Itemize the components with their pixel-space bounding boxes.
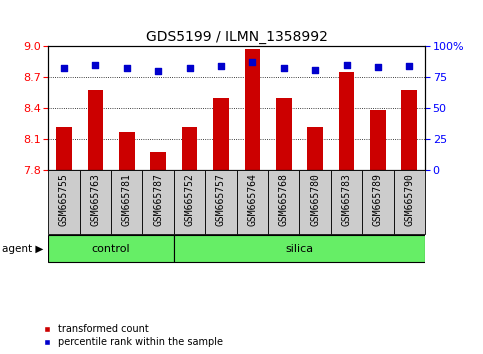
- Point: [60, 65, 68, 71]
- Bar: [401, 90, 417, 170]
- Text: GSM665787: GSM665787: [153, 173, 163, 226]
- Point: [92, 62, 99, 67]
- Point: [155, 68, 162, 74]
- Bar: [276, 98, 292, 170]
- Bar: [48, 235, 174, 262]
- Bar: [205, 170, 237, 234]
- Point: [280, 65, 288, 71]
- Bar: [307, 126, 323, 170]
- Bar: [370, 110, 386, 170]
- Text: GSM665752: GSM665752: [185, 173, 195, 226]
- Title: GDS5199 / ILMN_1358992: GDS5199 / ILMN_1358992: [146, 30, 327, 44]
- Bar: [237, 170, 268, 234]
- Text: GSM665790: GSM665790: [404, 173, 414, 226]
- Text: control: control: [92, 244, 130, 254]
- Point: [186, 65, 194, 71]
- Bar: [174, 235, 425, 262]
- Bar: [213, 98, 229, 170]
- Bar: [56, 126, 72, 170]
- Bar: [331, 170, 362, 234]
- Text: silica: silica: [285, 244, 313, 254]
- Bar: [142, 170, 174, 234]
- Text: GSM665764: GSM665764: [247, 173, 257, 226]
- Text: GSM665757: GSM665757: [216, 173, 226, 226]
- Bar: [299, 170, 331, 234]
- Point: [374, 64, 382, 70]
- Text: GSM665768: GSM665768: [279, 173, 289, 226]
- Legend: transformed count, percentile rank within the sample: transformed count, percentile rank withi…: [43, 325, 223, 347]
- Text: GSM665783: GSM665783: [341, 173, 352, 226]
- Bar: [182, 126, 198, 170]
- Bar: [150, 152, 166, 170]
- Point: [406, 63, 413, 69]
- Bar: [362, 170, 394, 234]
- Text: GSM665763: GSM665763: [90, 173, 100, 226]
- Bar: [87, 90, 103, 170]
- Point: [312, 67, 319, 72]
- Bar: [111, 170, 142, 234]
- Point: [217, 63, 225, 69]
- Point: [249, 59, 256, 65]
- Bar: [48, 170, 80, 234]
- Point: [123, 65, 130, 71]
- Text: GSM665780: GSM665780: [310, 173, 320, 226]
- Point: [343, 62, 351, 67]
- Bar: [339, 72, 355, 170]
- Bar: [174, 170, 205, 234]
- Bar: [394, 170, 425, 234]
- Bar: [268, 170, 299, 234]
- Text: agent ▶: agent ▶: [2, 244, 44, 254]
- Text: GSM665781: GSM665781: [122, 173, 132, 226]
- Text: GSM665755: GSM665755: [59, 173, 69, 226]
- Bar: [80, 170, 111, 234]
- Text: GSM665789: GSM665789: [373, 173, 383, 226]
- Bar: [244, 49, 260, 170]
- Bar: [119, 132, 135, 170]
